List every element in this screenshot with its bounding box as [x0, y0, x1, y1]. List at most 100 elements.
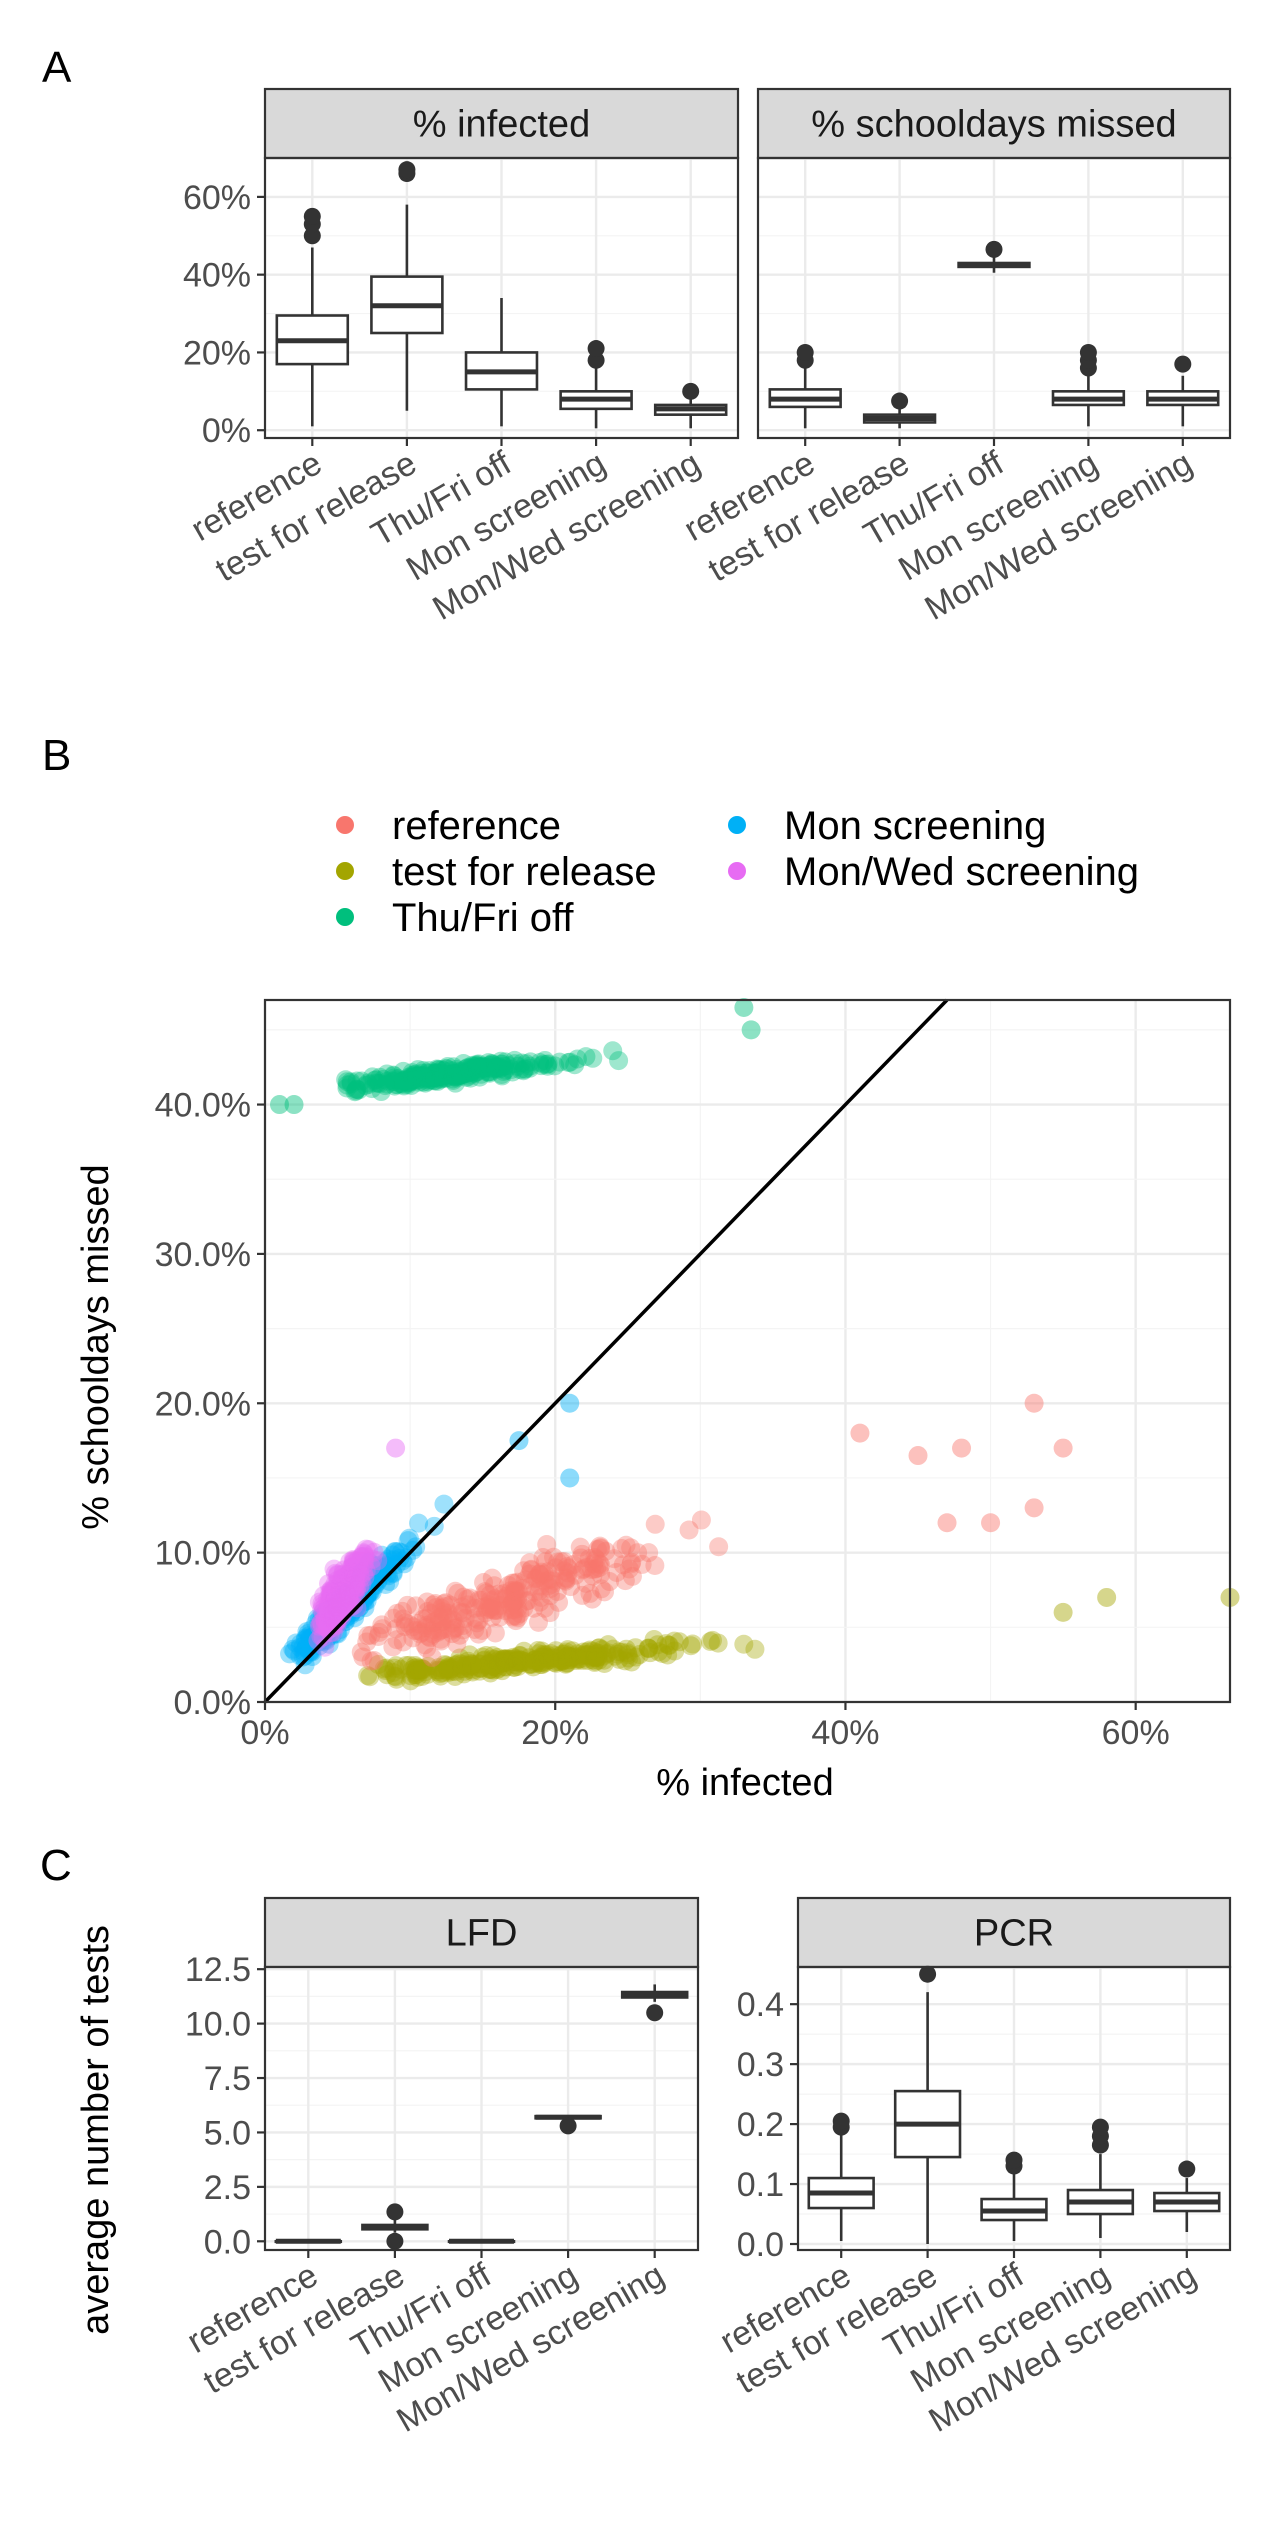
scatter-point [324, 1580, 344, 1600]
scatter-point [507, 1650, 527, 1670]
scatter-point [567, 1644, 587, 1664]
scatter-point [324, 1606, 344, 1626]
scatter-point [337, 1583, 357, 1603]
outlier-point [682, 382, 700, 400]
scatter-point [429, 1660, 449, 1680]
scatter-point [458, 1657, 478, 1677]
scatter-point [367, 1559, 387, 1579]
scatter-point [359, 1540, 379, 1560]
scatter-point [460, 1659, 480, 1679]
scatter-point [415, 1073, 435, 1093]
scatter-point [332, 1568, 352, 1588]
scatter-point [357, 1585, 377, 1605]
scatter-point [326, 1614, 346, 1634]
scatter-point [389, 1542, 409, 1562]
scatter-point [333, 1589, 353, 1609]
scatter-point [545, 1056, 565, 1076]
scatter-point [425, 1063, 445, 1083]
scatter-point [439, 1657, 459, 1677]
scatter-point [406, 1064, 426, 1084]
scatter-point [315, 1617, 335, 1637]
scatter-point [366, 1070, 386, 1090]
scatter-point [451, 1065, 471, 1085]
scatter-point [560, 1393, 580, 1413]
scatter-point [343, 1557, 363, 1577]
scatter-point [284, 1641, 304, 1661]
scatter-point [491, 1058, 511, 1078]
scatter-point [494, 1649, 514, 1669]
outlier-point [646, 2004, 664, 2022]
scatter-point [324, 1593, 344, 1613]
panel-a-infected-strip-label: % infected [413, 104, 590, 146]
scatter-point [556, 1653, 576, 1673]
scatter-point [566, 1649, 586, 1669]
scatter-point [318, 1600, 338, 1620]
scatter-point [425, 1071, 445, 1091]
scatter-point [416, 1067, 436, 1087]
panel-a-infected-box-thu-fri-off [464, 298, 539, 427]
scatter-point [335, 1596, 355, 1616]
scatter-point [535, 1050, 555, 1070]
scatter-point [331, 1585, 351, 1605]
scatter-point [436, 1593, 456, 1613]
scatter-point [351, 1642, 371, 1662]
scatter-point [357, 1571, 377, 1591]
scatter-point [462, 1060, 482, 1080]
scatter-point [446, 1655, 466, 1675]
scatter-point [361, 1557, 381, 1577]
scatter-point [326, 1588, 346, 1608]
scatter-point [340, 1573, 360, 1593]
scatter-point [488, 1056, 508, 1076]
scatter-point [340, 1584, 360, 1604]
scatter-point [567, 1647, 587, 1667]
panel-b-y-tick-label: 30.0% [155, 1236, 251, 1274]
scatter-point [475, 1057, 495, 1077]
scatter-point [341, 1597, 361, 1617]
scatter-point [567, 1049, 587, 1069]
scatter-point [589, 1638, 609, 1658]
scatter-point [442, 1661, 462, 1681]
scatter-point [516, 1054, 536, 1074]
scatter-point [412, 1622, 432, 1642]
scatter-point [354, 1563, 374, 1583]
scatter-point [350, 1558, 370, 1578]
scatter-point [352, 1562, 372, 1582]
scatter-point [345, 1586, 365, 1606]
scatter-point [465, 1608, 485, 1628]
scatter-point [395, 1617, 415, 1637]
scatter-point [296, 1637, 316, 1657]
scatter-point [465, 1619, 485, 1639]
scatter-point [514, 1598, 534, 1618]
scatter-point [425, 1068, 445, 1088]
scatter-point [527, 1568, 547, 1588]
scatter-point [338, 1577, 358, 1597]
scatter-point [328, 1596, 348, 1616]
scatter-point [514, 1652, 534, 1672]
scatter-point [908, 1446, 928, 1466]
scatter-point [410, 1066, 430, 1086]
scatter-point [506, 1606, 526, 1626]
scatter-point [328, 1624, 348, 1644]
scatter-point [421, 1603, 441, 1623]
scatter-point [734, 997, 754, 1017]
scatter-point [347, 1079, 367, 1099]
scatter-point [309, 1592, 329, 1612]
scatter-point [363, 1555, 383, 1575]
scatter-point [313, 1602, 333, 1622]
scatter-point [419, 1061, 439, 1081]
panel-c-lfd-y-tick-label: 12.5 [185, 1951, 251, 1989]
scatter-point [492, 1054, 512, 1074]
scatter-point [409, 1513, 429, 1533]
scatter-point [395, 1070, 415, 1090]
scatter-point [335, 1591, 355, 1611]
scatter-point [588, 1647, 608, 1667]
scatter-point [338, 1590, 358, 1610]
scatter-point [501, 1581, 521, 1601]
scatter-point [383, 1072, 403, 1092]
scatter-point [431, 1598, 451, 1618]
outlier-point [587, 351, 605, 369]
scatter-point [589, 1554, 609, 1574]
scatter-point [507, 1572, 527, 1592]
scatter-point [529, 1581, 549, 1601]
scatter-point [336, 1070, 356, 1090]
